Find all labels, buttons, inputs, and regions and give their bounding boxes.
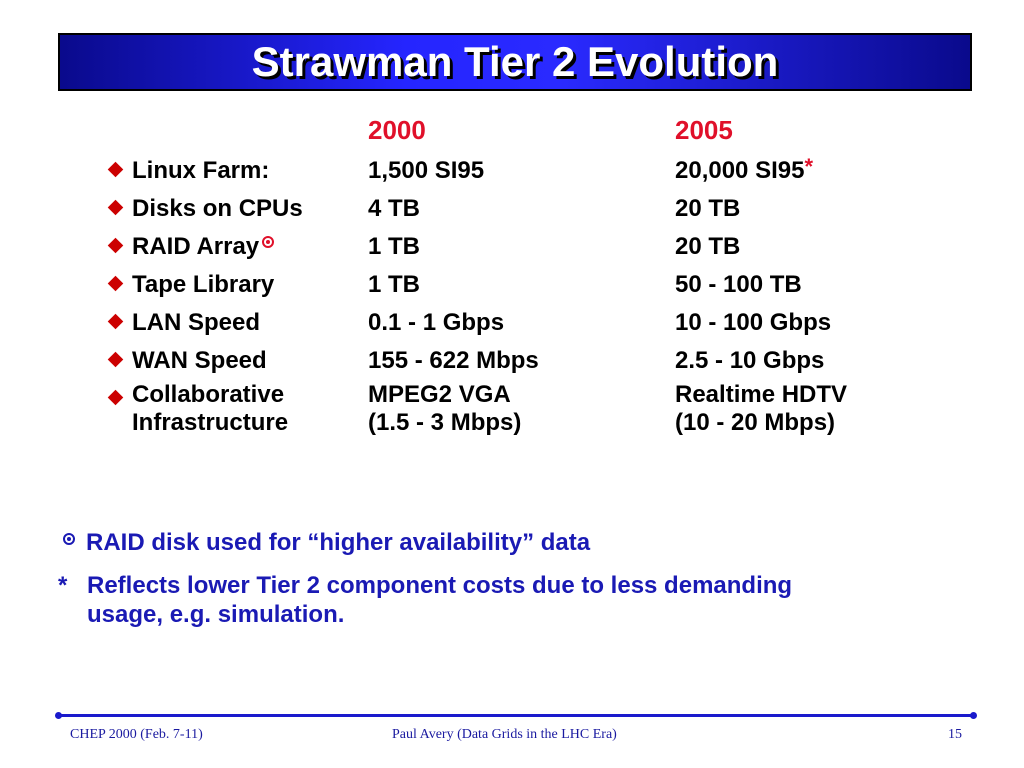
diamond-bullet-icon: [107, 275, 124, 292]
row-value-2005: 20 TB: [675, 233, 741, 260]
row-value-2005: 50 - 100 TB: [675, 271, 802, 298]
row-value-2005: 10 - 100 Gbps: [675, 309, 832, 336]
circled-dot-icon: [63, 533, 75, 545]
year-header-2000: 2000: [368, 115, 426, 145]
label-text: RAID Array: [132, 233, 260, 260]
diamond-bullet-icon: [107, 389, 124, 406]
row-value-2000-detail: (1.5 - 3 Mbps): [368, 409, 522, 436]
circled-dot-icon: [262, 236, 275, 248]
row-value-2000: 155 - 622 Mbps: [368, 347, 539, 374]
title-bar: Strawman Tier 2 Evolution: [58, 33, 972, 91]
diamond-bullet-icon: [107, 351, 124, 368]
cost-note-line2: usage, e.g. simulation.: [87, 601, 345, 628]
footer-author: Paul Avery (Data Grids in the LHC Era): [392, 727, 617, 742]
row-label-tape-library: Tape Library: [132, 271, 275, 298]
row-value-2000: 0.1 - 1 Gbps: [368, 309, 505, 336]
value-text: 20,000 SI95: [675, 157, 805, 184]
diamond-bullet-icon: [107, 237, 124, 254]
row-value-2000: MPEG2 VGA: [368, 381, 511, 408]
raid-note: RAID disk used for “higher availability”…: [86, 529, 591, 556]
page-number: 15: [948, 727, 962, 742]
row-value-2005: Realtime HDTV: [675, 381, 848, 408]
row-label-infrastructure: Infrastructure: [132, 409, 289, 436]
asterisk-mark: *: [804, 154, 814, 179]
slide-title: Strawman Tier 2 Evolution: [251, 38, 779, 85]
row-value-2000: 4 TB: [368, 195, 421, 222]
row-value-2000: 1 TB: [368, 271, 421, 298]
asterisk-symbol: *: [58, 572, 68, 599]
diamond-bullet-icon: [107, 199, 124, 216]
year-header-2005: 2005: [675, 115, 733, 145]
footer-divider: [55, 712, 977, 719]
row-value-2000: 1,500 SI95: [368, 157, 485, 184]
diamond-bullet-icon: [107, 313, 124, 330]
row-label-linux-farm: Linux Farm:: [132, 157, 270, 184]
footer-conference: CHEP 2000 (Feb. 7-11): [70, 727, 203, 742]
row-value-2005: 2.5 - 10 Gbps: [675, 347, 825, 374]
row-value-2000: 1 TB: [368, 233, 421, 260]
cost-note-line1: Reflects lower Tier 2 component costs du…: [87, 572, 793, 599]
row-label-disks-on-cpus: Disks on CPUs: [132, 195, 303, 222]
row-label-collaborative: Collaborative: [132, 381, 285, 408]
row-label-lan-speed: LAN Speed: [132, 309, 261, 336]
row-value-2005: 20,000 SI95*: [675, 154, 814, 185]
diamond-bullet-icon: [107, 161, 124, 178]
row-label-wan-speed: WAN Speed: [132, 347, 267, 374]
row-value-2005: 20 TB: [675, 195, 741, 222]
row-label-raid-array: RAID Array: [132, 233, 275, 261]
row-value-2005-detail: (10 - 20 Mbps): [675, 409, 836, 436]
